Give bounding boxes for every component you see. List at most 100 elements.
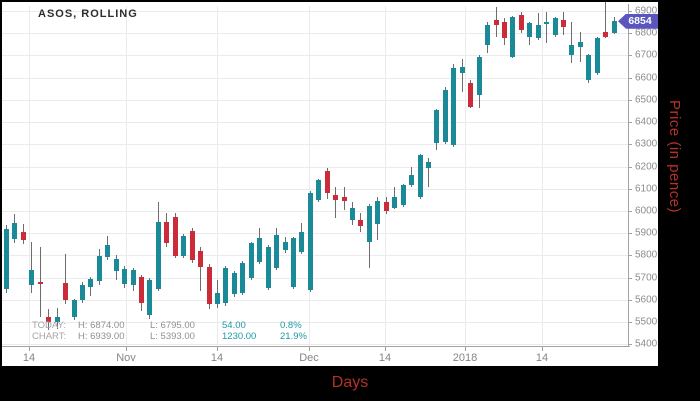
candlestick — [257, 238, 263, 263]
gridline-horizontal — [2, 33, 628, 35]
candlestick — [493, 19, 499, 25]
gridline-horizontal — [2, 322, 628, 324]
candlestick — [122, 269, 128, 285]
candlestick — [544, 21, 550, 25]
gridline-horizontal — [2, 11, 628, 12]
x-tick-label: 14 — [535, 352, 549, 364]
candlestick — [265, 247, 271, 289]
chart-label: CHART: — [32, 331, 67, 342]
candle-wick — [546, 11, 548, 43]
x-axis-tick — [385, 347, 386, 351]
y-axis-tick — [628, 255, 632, 257]
candle-wick — [428, 157, 429, 188]
y-axis-tick — [628, 233, 632, 235]
candlestick — [71, 300, 77, 318]
candlestick — [206, 266, 212, 304]
candlestick — [155, 222, 161, 289]
y-axis-tick — [628, 11, 632, 12]
candlestick — [63, 283, 69, 300]
candlestick — [535, 24, 541, 38]
candlestick — [290, 238, 296, 288]
gridline-horizontal — [2, 299, 628, 301]
y-tick-label: 5400 — [635, 338, 658, 350]
gridline-horizontal — [2, 233, 628, 235]
candlestick — [324, 170, 330, 194]
candlestick — [358, 220, 364, 227]
x-axis-tick — [29, 347, 30, 351]
candlestick — [189, 230, 195, 261]
today-low: L: 6795.00 — [150, 320, 195, 331]
candlestick — [459, 66, 465, 73]
y-tick-label: 6600 — [635, 72, 658, 84]
candle-wick — [39, 247, 41, 317]
chart-low: L: 5393.00 — [150, 331, 195, 342]
y-axis-tick — [628, 299, 632, 301]
y-tick-label: 6500 — [635, 94, 658, 106]
candlestick — [20, 232, 26, 241]
price-badge: 6854 — [618, 13, 658, 29]
candlestick — [383, 202, 389, 211]
gridline-vertical — [542, 6, 543, 346]
x-tick-label: 14 — [378, 352, 392, 364]
stats-row-chart: CHART: H: 6939.00 L: 5393.00 1230.00 21.… — [32, 331, 324, 342]
chart-panel[interactable]: ASOS, ROLLING 6900 6800 6700 6600 6500 6400 63… — [2, 2, 658, 366]
gridline-vertical — [385, 6, 386, 346]
candlestick — [105, 245, 111, 258]
x-axis-line — [2, 346, 630, 347]
y-tick-label: 6300 — [635, 138, 658, 150]
candlestick — [603, 31, 609, 37]
y-axis-tick — [628, 144, 632, 146]
candle-wick — [335, 186, 337, 219]
candlestick — [442, 89, 448, 143]
gridline-vertical — [126, 6, 127, 346]
candlestick — [561, 20, 567, 28]
y-tick-label: 6000 — [635, 205, 658, 217]
candlestick — [54, 317, 60, 323]
y-axis-tick — [628, 99, 632, 101]
y-tick-label: 5600 — [635, 294, 658, 306]
gridline-vertical — [309, 6, 310, 346]
candlestick — [611, 21, 617, 34]
chart-change-pct: 21.9% — [280, 331, 307, 342]
candlestick — [476, 56, 482, 96]
candlestick — [231, 272, 237, 295]
candlestick — [29, 270, 35, 286]
y-tick-label: 5800 — [635, 249, 658, 261]
candlestick — [223, 268, 229, 304]
y-tick-label: 6100 — [635, 183, 658, 195]
y-axis-tick — [628, 188, 632, 190]
candlestick — [417, 155, 423, 198]
x-axis-tick — [217, 347, 218, 351]
gridline-vertical — [465, 6, 466, 346]
candlestick — [366, 206, 372, 243]
candlestick — [147, 279, 153, 316]
candlestick — [79, 285, 85, 301]
candle-wick — [461, 58, 463, 93]
candlestick — [586, 55, 592, 80]
candlestick — [113, 259, 119, 272]
stats-box: TODAY: H: 6874.00 L: 6795.00 54.00 0.8% … — [32, 320, 324, 342]
stats-row-today: TODAY: H: 6874.00 L: 6795.00 54.00 0.8% — [32, 320, 324, 331]
x-tick-label: 14 — [210, 352, 224, 364]
y-tick-label: 6200 — [635, 161, 658, 173]
candlestick — [181, 236, 187, 257]
candlestick — [552, 18, 558, 35]
gridline-horizontal — [2, 255, 628, 257]
candlestick — [350, 208, 356, 221]
candlestick — [4, 228, 9, 289]
x-tick-label: 2018 — [452, 352, 478, 364]
x-tick-label: Dec — [299, 352, 319, 364]
gridline-horizontal — [2, 55, 628, 57]
gridline-horizontal — [2, 122, 628, 124]
y-axis-title: Price (in pence) — [666, 100, 683, 214]
candle-wick — [65, 253, 67, 305]
gridline-horizontal — [2, 344, 628, 346]
candlestick — [501, 21, 507, 38]
candlestick — [434, 110, 440, 144]
y-axis-tick — [628, 122, 632, 124]
gridline-horizontal — [2, 277, 628, 279]
y-axis-tick — [628, 322, 632, 324]
x-axis-tick — [542, 347, 543, 351]
candlestick — [299, 232, 305, 253]
candlestick — [341, 196, 347, 202]
